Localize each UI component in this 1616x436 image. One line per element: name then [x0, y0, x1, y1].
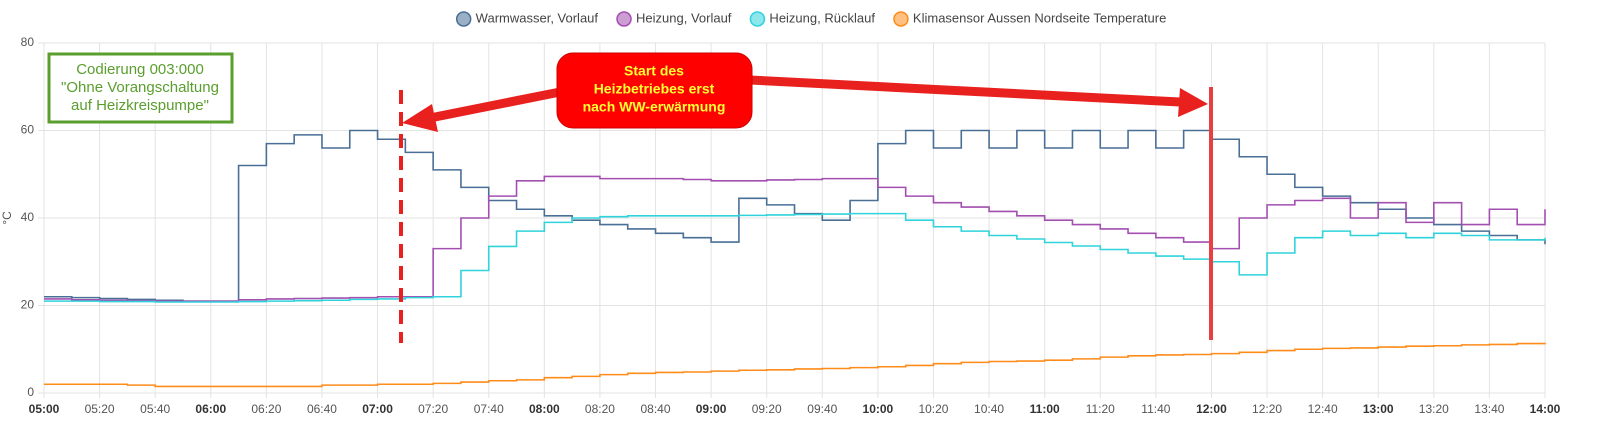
x-tick-label: 09:40	[807, 402, 837, 416]
x-tick-label: 11:40	[1141, 402, 1170, 416]
x-tick-label: 07:00	[362, 402, 393, 416]
legend-marker	[749, 11, 766, 27]
note-box	[47, 52, 234, 124]
x-tick-label: 14:00	[1530, 402, 1561, 416]
note-text: auf Heizkreispumpe"	[71, 97, 209, 114]
series-line	[44, 212, 1546, 303]
x-tick-label: 11:20	[1086, 402, 1115, 416]
lines	[44, 129, 1546, 388]
x-tick-label: 10:40	[974, 402, 1004, 416]
note-text: Codierung 003:000	[76, 61, 204, 78]
x-tick-label: 06:20	[251, 402, 281, 416]
x-tick-label: 05:20	[85, 402, 115, 416]
grid: 0 20 40 60 80 05:00 05:20 05:40 06:00 06:20 06:40 0…	[21, 35, 1561, 416]
legend-item: Klimasensor Aussen Nordseite Temperature	[893, 10, 1166, 27]
x-tick-label: 10:00	[863, 402, 894, 416]
series-line	[44, 129, 1546, 302]
legend-item: Heizung, Vorlauf	[616, 10, 732, 27]
legend-item: Heizung, Rücklauf	[749, 10, 875, 27]
legend-label: Heizung, Rücklauf	[769, 10, 875, 25]
legend-marker	[616, 11, 632, 27]
legend-item: Warmwasser, Vorlauf	[455, 10, 599, 27]
legend-label: Klimasensor Aussen Nordseite Temperature	[913, 10, 1166, 25]
x-tick-label: 05:00	[29, 402, 60, 416]
x-tick-label: 12:00	[1196, 402, 1227, 416]
x-tick-label: 12:20	[1252, 402, 1282, 416]
arrow-head	[1178, 88, 1208, 117]
y-axis-label: °C	[0, 211, 14, 225]
x-tick-label: 08:00	[529, 402, 560, 416]
x-tick-label: 06:40	[307, 402, 337, 416]
x-tick-label: 07:40	[474, 402, 504, 416]
x-tick-label: 08:40	[641, 402, 671, 416]
x-tick-label: 13:00	[1363, 402, 1394, 416]
x-tick-label: 13:20	[1419, 402, 1449, 416]
callout-box	[556, 52, 753, 129]
callout-text: Heizbetriebes erst	[594, 81, 715, 97]
series-line	[44, 342, 1546, 388]
legend: Warmwasser, Vorlauf Heizung, Vorlauf Heizu…	[455, 10, 1166, 27]
x-tick-label: 10:20	[918, 402, 948, 416]
legend-marker	[893, 11, 909, 27]
legend-marker	[455, 11, 472, 27]
y-tick-label: 80	[21, 35, 35, 49]
x-tick-label: 13:40	[1474, 402, 1504, 416]
x-tick-label: 12:40	[1308, 402, 1338, 416]
arrow	[429, 87, 561, 123]
legend-label: Heizung, Vorlauf	[636, 10, 732, 25]
y-tick-label: 40	[21, 210, 35, 224]
x-tick-label: 11:00	[1030, 402, 1060, 416]
y-tick-label: 0	[27, 385, 34, 399]
series-line	[44, 175, 1546, 302]
y-tick-label: 20	[21, 298, 35, 312]
x-tick-label: 08:20	[585, 402, 615, 416]
note-text: "Ohne Vorangschaltung	[61, 79, 219, 96]
y-tick-label: 60	[21, 123, 35, 137]
arrow-head	[402, 104, 438, 132]
x-tick-label: 05:40	[140, 402, 170, 416]
callout-text: Start des	[624, 63, 684, 79]
x-tick-label: 06:00	[195, 402, 226, 416]
callout-text: nach WW-erwärmung	[583, 99, 726, 115]
x-tick-label: 07:20	[418, 402, 448, 416]
x-tick-label: 09:00	[696, 402, 727, 416]
arrow	[749, 75, 1181, 107]
x-tick-label: 09:20	[752, 402, 782, 416]
legend-label: Warmwasser, Vorlauf	[476, 10, 599, 25]
